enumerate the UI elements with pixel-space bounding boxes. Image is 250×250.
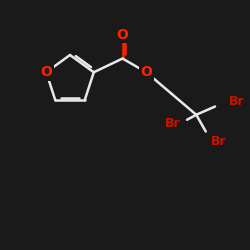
Text: Br: Br (164, 117, 180, 130)
Text: Br: Br (211, 134, 227, 147)
Text: O: O (116, 28, 128, 42)
Text: O: O (40, 65, 52, 79)
Text: Br: Br (229, 94, 244, 108)
Text: O: O (140, 65, 152, 79)
